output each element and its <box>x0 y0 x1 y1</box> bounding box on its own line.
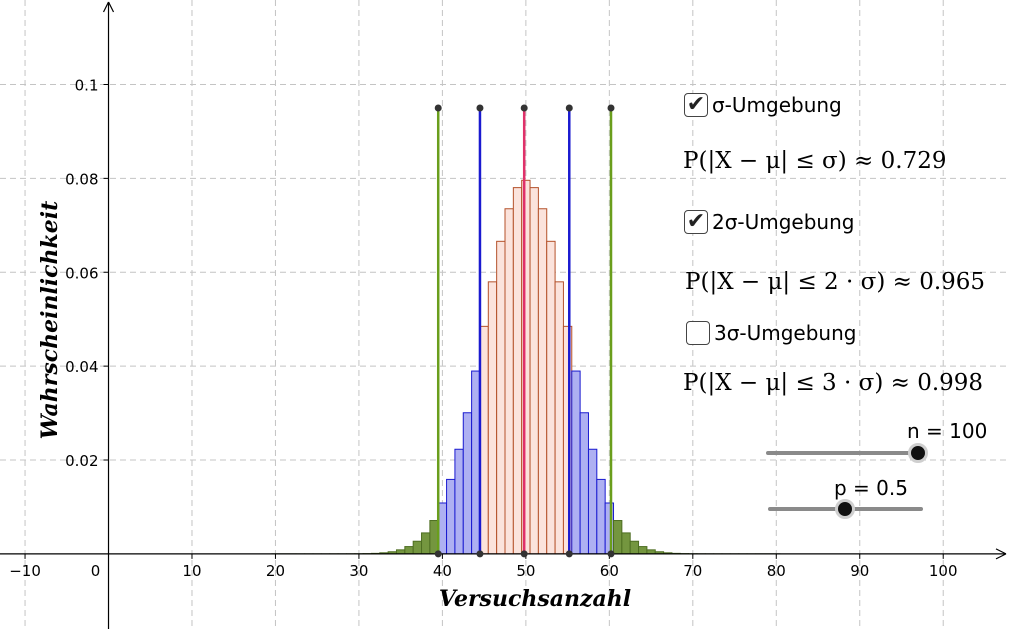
x-tick-label: 20 <box>266 562 285 580</box>
marker-base-point-1 <box>476 550 484 558</box>
x-tick-label: 90 <box>850 562 869 580</box>
marker-base-point-0 <box>434 550 442 558</box>
marker-base-point-3 <box>565 550 573 558</box>
marker-top-point-0 <box>434 104 442 112</box>
bar-k-35 <box>395 549 406 555</box>
sigma1-checkbox[interactable]: ✔ <box>684 93 708 117</box>
marker-base-point-2 <box>520 550 528 558</box>
marker-top-point-2 <box>520 104 528 112</box>
bar-k-53 <box>546 240 556 555</box>
sigma2-label: 2σ-Umgebung <box>712 210 855 234</box>
x-axis-arrow <box>995 548 1007 560</box>
bar-k-47 <box>496 240 506 555</box>
bar-k-51 <box>529 187 539 555</box>
bar-k-62 <box>621 532 631 555</box>
x-tick-label: 70 <box>683 562 702 580</box>
bar-k-45 <box>479 325 489 555</box>
sigma1-toggle[interactable]: ✔ σ-Umgebung <box>684 93 842 117</box>
x-tick-label: 10 <box>182 562 201 580</box>
bar-k-52 <box>537 208 548 555</box>
marker-top-point-1 <box>476 104 484 112</box>
bar-k-38 <box>421 532 431 555</box>
bar-k-49 <box>512 187 523 555</box>
bar-k-48 <box>504 208 514 555</box>
x-tick-label: 80 <box>767 562 786 580</box>
n-slider-track[interactable] <box>766 451 918 455</box>
sigma2-probability: P(|X − μ| ≤ 2 · σ) ≈ 0.965 <box>685 269 986 295</box>
y-tick-label: 0.08 <box>65 170 98 188</box>
marker-top-point-4 <box>607 104 615 112</box>
bar-k-60 <box>604 502 615 555</box>
bar-k-65 <box>646 549 656 555</box>
marker-base-point-4 <box>607 550 615 558</box>
y-tick-label: 0.04 <box>65 358 98 376</box>
y-axis-arrow <box>102 1 115 13</box>
checkmark-icon: ✔ <box>686 92 706 117</box>
bar-k-55 <box>562 325 573 555</box>
bar-k-59 <box>596 478 606 555</box>
bar-k-44 <box>471 370 481 555</box>
y-tick-label: 0.1 <box>75 76 99 94</box>
bar-k-58 <box>587 448 598 555</box>
p-slider-label: p = 0.5 <box>834 476 908 500</box>
tick-labels: −10 0 10 20 30 40 50 60 70 80 90 100 0.02 0.04 0.06 0.0… <box>9 76 957 579</box>
y-axis-title: Wahrscheinlichkeit <box>37 201 63 440</box>
x-tick-label: 30 <box>349 562 368 580</box>
bar-k-40 <box>437 502 448 555</box>
y-tick-label: 0.02 <box>65 452 98 470</box>
bar-k-41 <box>446 478 456 555</box>
bar-k-61 <box>613 520 623 555</box>
sigma2-checkbox[interactable]: ✔ <box>684 210 708 234</box>
bar-k-57 <box>579 412 589 555</box>
x-tick-label: −10 <box>9 562 41 580</box>
bar-k-37 <box>412 540 423 555</box>
p-slider-thumb[interactable] <box>835 499 855 519</box>
bar-k-42 <box>454 448 464 555</box>
x-tick-label: 50 <box>516 562 535 580</box>
x-tick-label: 100 <box>929 562 958 580</box>
x-tick-label: 0 <box>91 562 101 580</box>
n-slider-label: n = 100 <box>907 419 988 443</box>
sigma1-probability: P(|X − μ| ≤ σ) ≈ 0.729 <box>683 148 947 174</box>
sigma3-label: 3σ-Umgebung <box>714 321 857 345</box>
sigma3-probability: P(|X − μ| ≤ 3 · σ) ≈ 0.998 <box>683 370 984 396</box>
bar-k-54 <box>554 281 564 555</box>
bar-k-64 <box>638 546 648 555</box>
bar-k-63 <box>629 540 640 555</box>
x-tick-label: 60 <box>600 562 619 580</box>
bar-k-36 <box>404 546 414 555</box>
sigma-marker-lines <box>434 104 615 558</box>
marker-top-point-3 <box>565 104 573 112</box>
x-axis-title: Versuchsanzahl <box>439 586 631 612</box>
y-tick-label: 0.06 <box>65 264 98 282</box>
n-slider-thumb[interactable] <box>908 443 928 463</box>
bar-k-56 <box>571 370 581 555</box>
sigma3-toggle[interactable]: 3σ-Umgebung <box>686 321 856 345</box>
x-tick-label: 40 <box>433 562 452 580</box>
sigma3-checkbox[interactable] <box>686 321 710 345</box>
histogram-bars <box>270 179 781 555</box>
bar-k-43 <box>462 412 473 555</box>
bar-k-46 <box>487 281 498 555</box>
sigma1-label: σ-Umgebung <box>712 93 842 117</box>
sigma2-toggle[interactable]: ✔ 2σ-Umgebung <box>684 210 854 234</box>
bar-k-39 <box>429 520 439 555</box>
bar-k-50 <box>521 179 531 555</box>
checkmark-icon: ✔ <box>686 209 706 234</box>
